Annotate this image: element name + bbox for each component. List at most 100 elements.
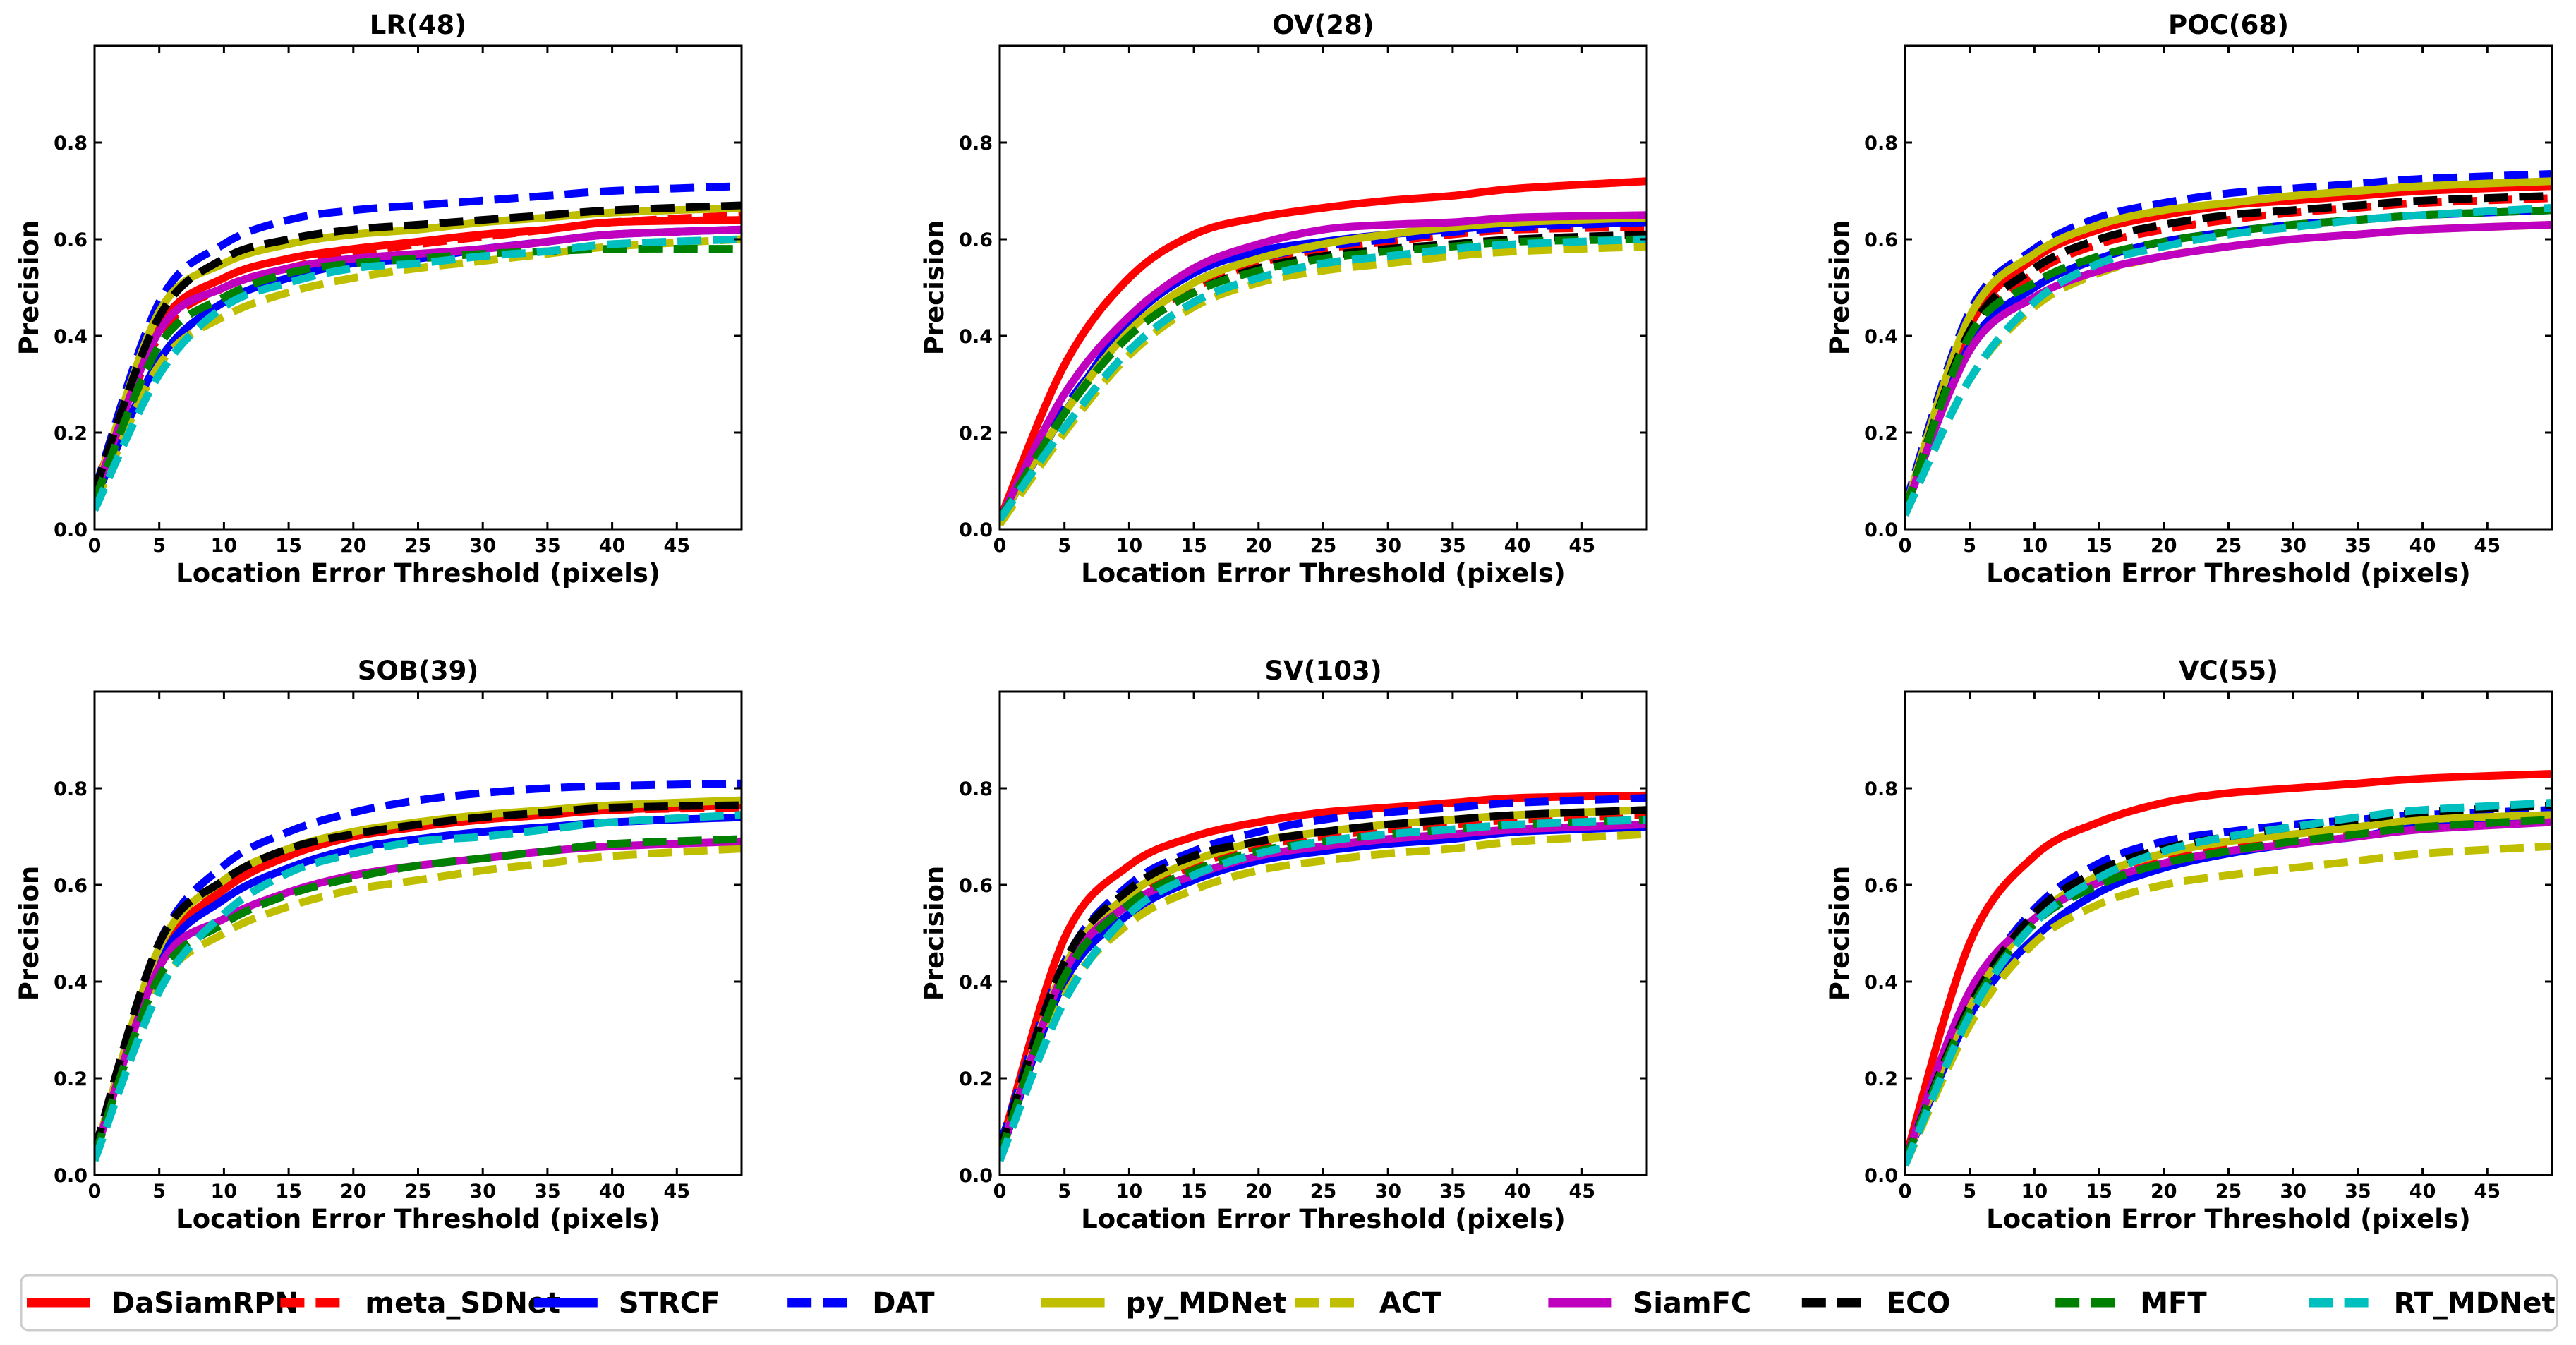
x-tick-label: 25 [2215,1181,2242,1202]
y-tick-label: 0.0 [1864,1165,1898,1187]
series-lines [1905,170,2552,517]
panel-title: VC(55) [2179,656,2278,686]
panel-title: SOB(39) [358,656,479,686]
y-tick-label: 0.0 [54,519,87,541]
series-line-act [1000,242,1647,527]
x-tick-label: 15 [2086,535,2112,557]
y-tick-label: 0.8 [54,133,87,155]
y-tick-label: 0.2 [54,1068,87,1090]
x-tick-label: 30 [1374,535,1401,557]
panel-5: 0 5 10 15 20 25 30 35 40 45 0.0 0.2 0.4 0.6 0.8 VC(55) L… [1825,656,2553,1234]
legend-item-eco: ECO [1801,1287,1951,1320]
legend-label: ECO [1887,1287,1951,1320]
series-line-eco [1905,801,2552,1162]
legend-item-rt-mdnet: RT_MDNet [2309,1287,2556,1320]
y-axis-label: Precision [1825,220,1855,356]
x-tick-label: 45 [664,535,691,557]
legend-item-act: ACT [1295,1287,1441,1320]
series-line-eco [95,201,742,493]
y-tick-label: 0.8 [959,133,993,155]
series-line-meta-sdnet [95,803,742,1157]
series-line-meta-sdnet [1905,813,2552,1162]
y-tick-label: 0.4 [959,972,993,994]
legend-label: DaSiamRPN [111,1287,298,1320]
series-line-dasiamrpn [95,801,742,1157]
legend-item-py-mdnet: py_MDNet [1041,1287,1286,1320]
x-tick-label: 30 [2280,1181,2306,1202]
x-tick-label: 30 [469,535,496,557]
x-tick-label: 10 [211,535,238,557]
x-axis-label: Location Error Threshold (pixels) [1081,1204,1566,1234]
y-tick-label: 0.2 [959,423,993,445]
y-tick-label: 0.6 [959,229,993,251]
y-tick-label: 0.6 [1864,875,1898,897]
legend-label: MFT [2140,1287,2207,1320]
series-line-siamfc [1000,820,1647,1157]
x-tick-label: 30 [2280,535,2306,557]
series-line-dat [1905,806,2552,1162]
y-tick-label: 0.4 [54,326,87,348]
x-tick-label: 10 [211,1181,238,1202]
series-line-eco [1000,230,1647,522]
x-tick-label: 25 [1310,1181,1337,1202]
x-tick-label: 40 [1504,1181,1531,1202]
legend-item-strcf: STRCF [533,1287,720,1320]
x-axis-label: Location Error Threshold (pixels) [1986,1204,2471,1234]
x-tick-label: 25 [405,1181,432,1202]
series-line-rt-mdnet [1905,799,2552,1167]
series-line-mft [1000,816,1647,1157]
series-lines [95,182,742,512]
x-tick-label: 20 [2151,535,2177,557]
legend-item-meta-sdnet: meta_SDNet [280,1287,560,1320]
x-tick-label: 0 [88,535,102,557]
series-lines [95,779,742,1162]
series-line-mft [95,244,742,502]
x-axis-label: Location Error Threshold (pixels) [176,1204,660,1234]
x-axis-label: Location Error Threshold (pixels) [176,558,660,589]
series-line-py-mdnet [95,796,742,1157]
series-line-dasiamrpn [1000,177,1647,521]
panel-title: OV(28) [1272,10,1374,40]
y-tick-label: 0.2 [1864,1068,1898,1090]
x-tick-label: 40 [599,1181,626,1202]
legend-box [20,1274,2558,1332]
panel-3: 0 5 10 15 20 25 30 35 40 45 0.0 0.2 0.4 0.6 0.8 SOB(39)… [14,656,743,1234]
x-tick-label: 10 [2021,1181,2048,1202]
x-tick-label: 30 [1374,1181,1401,1202]
x-tick-label: 35 [534,1181,561,1202]
series-line-py-mdnet [1905,811,2552,1162]
x-tick-label: 35 [534,535,561,557]
x-tick-label: 25 [1310,535,1337,557]
series-line-mft [95,835,742,1157]
x-tick-label: 40 [2409,1181,2436,1202]
x-tick-label: 15 [1180,1181,1207,1202]
x-tick-label: 0 [1899,535,1912,557]
y-axis-label: Precision [919,220,950,356]
legend-item-siamfc: SiamFC [1548,1287,1751,1320]
x-tick-label: 20 [2151,1181,2177,1202]
x-tick-label: 0 [1899,1181,1912,1202]
x-tick-label: 45 [1569,535,1596,557]
legend-label: SiamFC [1633,1287,1751,1320]
x-tick-label: 45 [664,1181,691,1202]
x-tick-label: 15 [275,1181,302,1202]
y-tick-label: 0.4 [1864,326,1898,348]
x-axis-label: Location Error Threshold (pixels) [1986,558,2471,589]
series-line-strcf [1000,823,1647,1157]
y-tick-label: 0.4 [1864,972,1898,994]
x-tick-label: 35 [1439,1181,1466,1202]
series-line-act [95,845,742,1162]
series-line-strcf [1905,206,2552,512]
legend-label: meta_SDNet [365,1287,560,1320]
series-line-strcf [1905,816,2552,1162]
x-tick-label: 0 [993,1181,1007,1202]
panel-2: 0 5 10 15 20 25 30 35 40 45 0.0 0.2 0.4 0.6 0.8 POC(68)… [1825,10,2553,589]
axes-frame [1904,690,2553,1176]
panel-title: SV(103) [1264,656,1381,686]
x-tick-label: 5 [152,1181,166,1202]
x-tick-label: 20 [1245,535,1272,557]
legend-label: py_MDNet [1126,1287,1286,1320]
y-tick-label: 0.8 [959,778,993,800]
y-tick-label: 0.0 [1864,519,1898,541]
panel-0: 0 5 10 15 20 25 30 35 40 45 0.0 0.2 0.4 0.6 0.8 LR(48) L… [14,10,743,589]
